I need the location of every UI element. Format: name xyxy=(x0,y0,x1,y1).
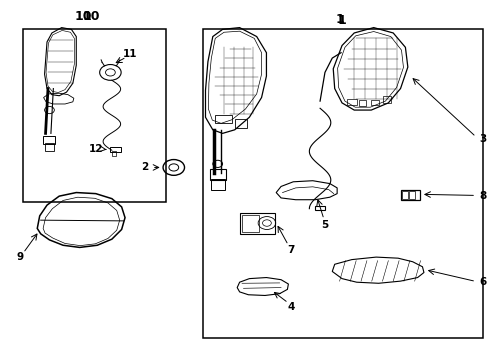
Bar xyxy=(203,30,483,338)
Text: 1: 1 xyxy=(334,13,343,26)
Text: 10: 10 xyxy=(82,10,100,23)
Text: 3: 3 xyxy=(479,134,486,144)
Bar xyxy=(401,191,407,199)
Text: 5: 5 xyxy=(321,220,328,230)
Bar xyxy=(22,30,166,202)
Text: 9: 9 xyxy=(17,252,24,262)
Bar xyxy=(346,99,356,105)
Bar xyxy=(242,215,259,232)
Bar xyxy=(211,179,225,190)
Bar xyxy=(110,147,121,152)
Bar xyxy=(210,169,226,180)
Text: 2: 2 xyxy=(141,162,148,172)
Bar xyxy=(400,190,419,200)
Bar xyxy=(234,119,246,128)
Bar xyxy=(358,100,366,107)
Bar xyxy=(370,100,378,105)
Bar xyxy=(315,206,325,211)
Bar xyxy=(239,213,274,234)
Text: 8: 8 xyxy=(479,191,486,201)
Bar xyxy=(44,143,54,151)
Text: 11: 11 xyxy=(122,49,137,59)
Text: 4: 4 xyxy=(286,302,294,312)
Text: 7: 7 xyxy=(286,245,294,255)
Text: 12: 12 xyxy=(88,144,103,154)
Bar xyxy=(408,191,414,199)
Bar xyxy=(43,136,55,144)
Text: 1: 1 xyxy=(337,14,346,27)
Text: 6: 6 xyxy=(479,277,486,287)
Bar xyxy=(112,151,116,156)
Bar xyxy=(215,116,232,123)
Bar xyxy=(383,96,390,103)
Text: 10: 10 xyxy=(75,10,92,23)
